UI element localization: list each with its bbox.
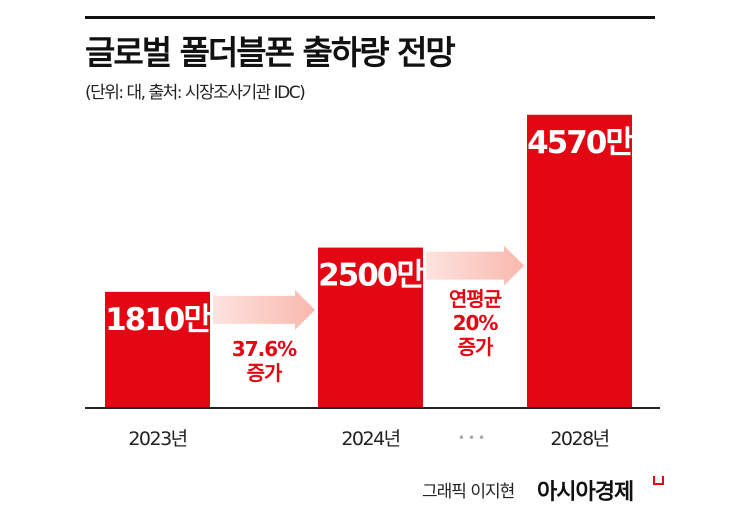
chart-title: 글로벌 폴더블폰 출하량 전망 (85, 33, 456, 72)
chart-subtitle: (단위: 대, 출처: 시장조사기관 IDC) (85, 83, 306, 103)
brand-mark-icon (653, 476, 664, 485)
x-tick-label: 2024년 (341, 428, 399, 450)
bar-2028년 (527, 114, 632, 408)
bar-2024년 (318, 247, 423, 408)
growth-label: 증가 (458, 335, 494, 359)
x-tick-label: 2028년 (550, 428, 608, 450)
bar-2023년 (105, 291, 210, 408)
top-rule (85, 16, 655, 19)
graphic-credit: 그래픽 이지현 (422, 482, 515, 502)
growth-arrow (213, 289, 315, 330)
data-label: 2500만 (318, 258, 424, 294)
growth-label: 증가 (247, 361, 283, 385)
growth-label: 37.6% (232, 337, 297, 361)
gap-marker: ••• (458, 431, 488, 445)
brand-logo: 아시아경제 (537, 480, 634, 505)
x-tick-label: 2023년 (128, 428, 186, 450)
growth-arrow (426, 245, 524, 286)
growth-label: 20% (453, 311, 499, 335)
growth-label: 연평균 (449, 287, 502, 311)
data-label: 1810만 (105, 302, 211, 338)
data-label: 4570만 (527, 125, 633, 161)
